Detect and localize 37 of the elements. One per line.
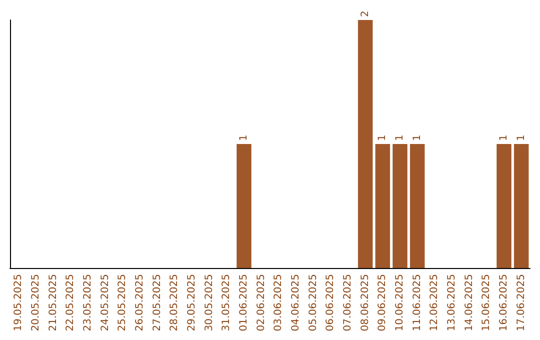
data-label: 1 bbox=[516, 134, 527, 141]
data-label: 1 bbox=[377, 134, 388, 141]
x-tick-label: 06.06.2025 bbox=[325, 274, 336, 332]
data-label: 2 bbox=[360, 10, 371, 17]
data-label: 1 bbox=[394, 134, 406, 141]
x-tick-label: 17.06.2025 bbox=[516, 274, 527, 332]
x-tick-label: 28.05.2025 bbox=[169, 274, 180, 332]
x-tick-label: 23.05.2025 bbox=[82, 274, 94, 332]
x-tick-label: 26.05.2025 bbox=[134, 274, 146, 332]
x-tick-label: 08.06.2025 bbox=[360, 274, 371, 332]
x-tick-label: 29.05.2025 bbox=[186, 274, 198, 332]
x-tick-label: 31.05.2025 bbox=[221, 274, 232, 332]
x-tick-label: 14.06.2025 bbox=[464, 274, 475, 332]
x-tick-label: 03.06.2025 bbox=[273, 274, 284, 332]
x-tick-label: 11.06.2025 bbox=[412, 274, 423, 332]
x-tick-label: 15.06.2025 bbox=[481, 274, 492, 332]
x-tick-label: 24.05.2025 bbox=[100, 274, 111, 332]
x-tick-label: 09.06.2025 bbox=[377, 274, 388, 332]
x-tick-label: 12.06.2025 bbox=[429, 274, 440, 332]
x-tick-label: 30.05.2025 bbox=[204, 274, 215, 332]
x-tick-label: 27.05.2025 bbox=[152, 274, 163, 332]
data-label: 1 bbox=[498, 134, 510, 141]
x-tick-label: 04.06.2025 bbox=[290, 274, 302, 332]
x-tick-label: 01.06.2025 bbox=[238, 274, 250, 332]
x-tick-label: 05.06.2025 bbox=[308, 274, 319, 332]
x-tick-label: 25.05.2025 bbox=[117, 274, 128, 332]
data-label: 1 bbox=[238, 134, 250, 141]
data-label: 1 bbox=[412, 134, 423, 141]
x-tick-label: 20.05.2025 bbox=[30, 274, 42, 332]
x-tick-label: 21.05.2025 bbox=[48, 274, 59, 332]
x-tick-label: 07.06.2025 bbox=[342, 274, 354, 332]
x-tick-label: 22.05.2025 bbox=[65, 274, 76, 332]
x-tick-label: 10.06.2025 bbox=[394, 274, 406, 332]
x-tick-label: 02.06.2025 bbox=[256, 274, 267, 332]
x-tick-label: 13.06.2025 bbox=[446, 274, 458, 332]
x-tick-label: 19.05.2025 bbox=[13, 274, 24, 332]
x-tick-label: 16.06.2025 bbox=[498, 274, 510, 332]
